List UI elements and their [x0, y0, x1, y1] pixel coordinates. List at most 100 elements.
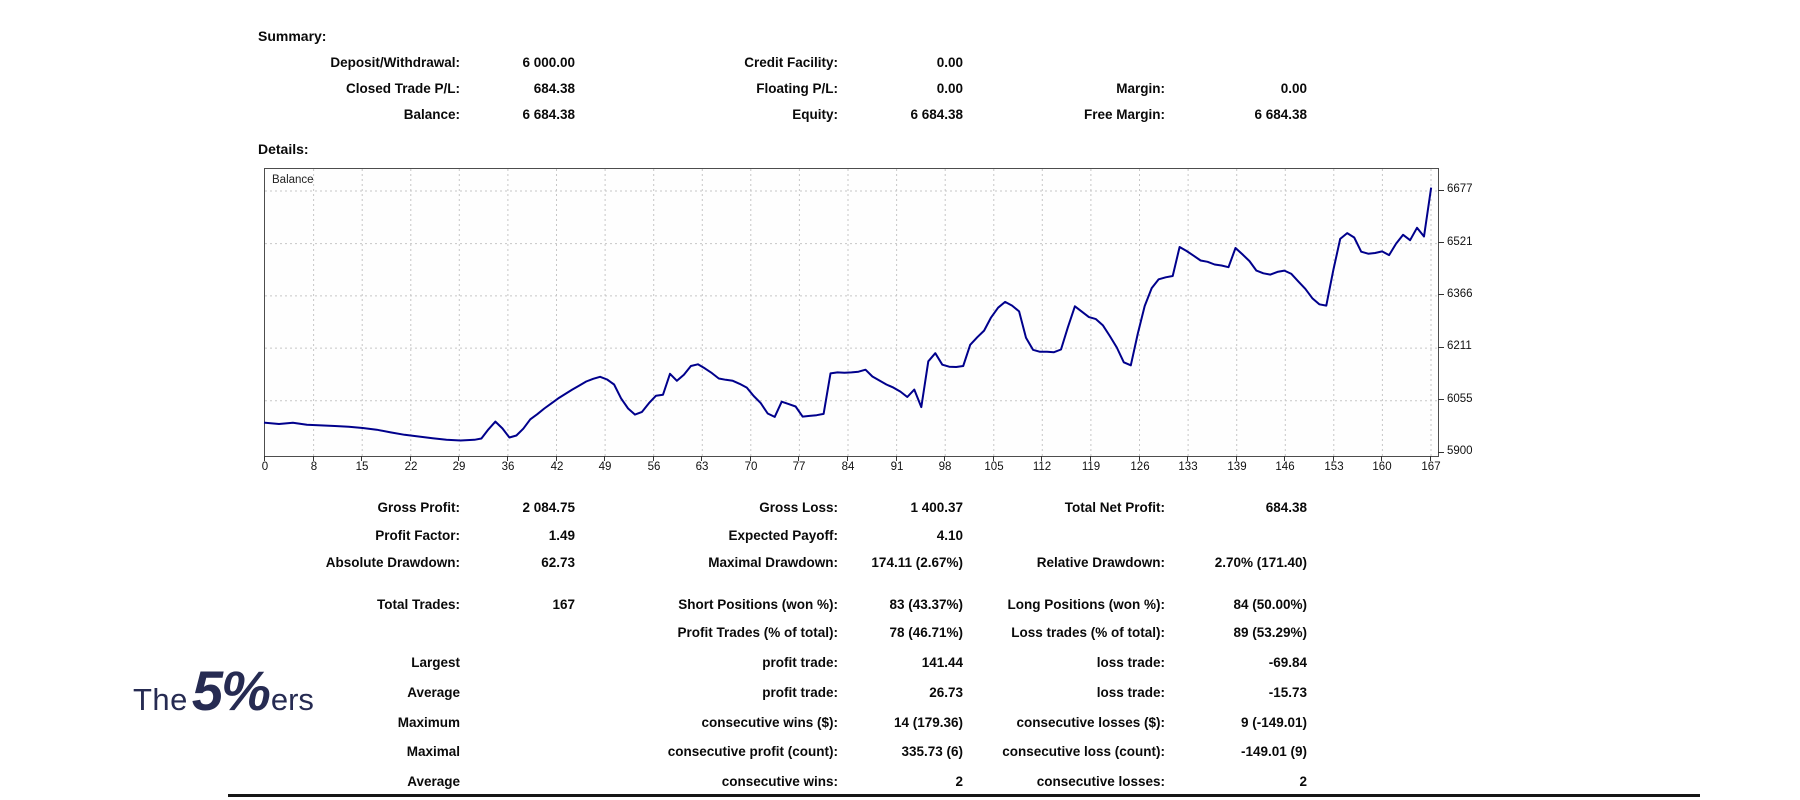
- x-axis-tick: [653, 456, 654, 461]
- stat-label: Expected Payoff:: [728, 527, 838, 543]
- y-axis-tick-label: 6366: [1447, 288, 1473, 300]
- x-axis-tick-label: 36: [501, 461, 515, 473]
- stat-value: [460, 678, 575, 708]
- stat-label: Equity:: [792, 107, 838, 122]
- stat-value: 1.49: [548, 527, 575, 543]
- table-row: Balance: 6 684.38 Equity: 6 684.38 Free …: [230, 102, 1307, 128]
- table-row: Profit Trades (% of total): 78 (46.71%) …: [230, 619, 1307, 647]
- x-axis-tick-label: 139: [1227, 461, 1247, 473]
- stat-label: loss trade:: [1096, 684, 1165, 700]
- brand-logo: The 5% ers: [133, 658, 314, 723]
- stat-label: Short Positions (won %):: [678, 597, 838, 612]
- stat-value: 62.73: [541, 555, 575, 570]
- stat-label: Largest: [411, 655, 460, 670]
- x-axis-tick-label: 84: [841, 461, 855, 473]
- table-row: Absolute Drawdown: 62.73 Maximal Drawdow…: [230, 549, 1307, 577]
- x-axis-tick: [1284, 456, 1285, 461]
- x-axis-tick-label: 160: [1372, 461, 1392, 473]
- table-row: Maximal consecutive profit (count): 335.…: [230, 737, 1307, 767]
- stat-value: 83 (43.37%): [889, 597, 963, 612]
- stat-value: -69.84: [1268, 655, 1307, 670]
- stat-value: 2: [1299, 774, 1307, 790]
- x-axis-tick: [896, 456, 897, 461]
- x-axis-tick-label: 8: [310, 461, 318, 473]
- x-axis-tick-label: 49: [598, 461, 612, 473]
- stat-label: Absolute Drawdown:: [325, 555, 460, 570]
- stat-value: [1165, 522, 1307, 550]
- x-axis-tick: [1187, 456, 1188, 461]
- x-axis-tick-label: 105: [984, 461, 1004, 473]
- stat-value: 684.38: [1265, 500, 1307, 515]
- y-axis-tick-label: 6055: [1447, 393, 1473, 405]
- stat-label: profit trade:: [762, 684, 838, 700]
- x-axis-tick-label: 98: [938, 461, 952, 473]
- extremes-table: Largest profit trade: 141.44 loss trade:…: [230, 648, 1307, 797]
- y-axis-tick: [1438, 294, 1444, 295]
- x-axis-tick: [1430, 456, 1431, 461]
- balance-chart-svg: [263, 169, 1438, 456]
- stat-label: Maximum: [397, 714, 460, 730]
- y-axis-tick: [1438, 242, 1444, 243]
- x-axis-tick-label: 56: [647, 461, 661, 473]
- y-axis-tick-label: 6521: [1447, 236, 1473, 248]
- table-row: Average profit trade: 26.73 loss trade: …: [230, 678, 1307, 708]
- stat-label: consecutive losses:: [1036, 774, 1165, 790]
- table-row: Gross Profit: 2 084.75 Gross Loss: 1 400…: [230, 494, 1307, 522]
- stat-label: Floating P/L:: [756, 81, 838, 96]
- stat-label: consecutive wins:: [721, 774, 838, 790]
- x-axis-tick-label: 0: [261, 461, 269, 473]
- stat-value: 1 400.37: [910, 500, 963, 515]
- stat-label: consecutive losses ($):: [1016, 714, 1165, 730]
- stat-value: 89 (53.29%): [1233, 625, 1307, 640]
- logo-text-5percent: 5%: [191, 659, 271, 722]
- bottom-divider: [228, 794, 1700, 797]
- stat-label: Profit Factor:: [375, 527, 460, 543]
- stat-label: Margin:: [1116, 81, 1165, 96]
- stat-label: Credit Facility:: [744, 55, 838, 70]
- x-axis-tick: [556, 456, 557, 461]
- x-axis-tick-label: 22: [404, 461, 418, 473]
- x-axis-tick-label: 146: [1275, 461, 1295, 473]
- stat-label: consecutive profit (count):: [667, 744, 838, 760]
- stat-value: -149.01 (9): [1240, 744, 1307, 760]
- stat-value: 335.73 (6): [901, 744, 963, 760]
- y-axis-tick-label: 6211: [1447, 340, 1472, 352]
- x-axis-tick-label: 112: [1032, 461, 1052, 473]
- results-table: Gross Profit: 2 084.75 Gross Loss: 1 400…: [230, 494, 1307, 577]
- stat-label: Balance:: [403, 107, 460, 122]
- x-axis-tick: [750, 456, 751, 461]
- x-axis-tick-label: 42: [550, 461, 564, 473]
- stat-value: 0.00: [936, 81, 963, 96]
- stat-value: [460, 737, 575, 767]
- stat-label: Maximal Drawdown:: [708, 555, 838, 570]
- stat-label: [963, 522, 1165, 550]
- balance-series-label: Balance: [272, 174, 314, 186]
- y-axis-tick-label: 5900: [1447, 445, 1473, 457]
- stat-value: 141.44: [921, 655, 963, 670]
- stat-value: 167: [552, 597, 575, 612]
- stat-label: Gross Profit:: [377, 500, 460, 515]
- x-axis-tick-label: 167: [1421, 461, 1441, 473]
- x-axis-tick-label: 15: [355, 461, 369, 473]
- x-axis-tick: [701, 456, 702, 461]
- stat-label: consecutive loss (count):: [1002, 744, 1165, 760]
- table-row: Profit Factor: 1.49 Expected Payoff: 4.1…: [230, 522, 1307, 550]
- table-row: Total Trades: 167 Short Positions (won %…: [230, 591, 1307, 619]
- y-axis-tick-label: 6677: [1447, 183, 1473, 195]
- balance-chart: Balance 5900 6055 6211 6366 6521 6677 0 8 15 22 29…: [261, 168, 1504, 483]
- stat-label: Long Positions (won %):: [1007, 597, 1165, 612]
- stat-label: Deposit/Withdrawal:: [330, 55, 460, 70]
- stat-label: profit trade:: [762, 655, 838, 670]
- stat-label: Gross Loss:: [759, 500, 838, 515]
- x-axis-tick: [1139, 456, 1140, 461]
- stat-value: 684.38: [533, 81, 575, 96]
- table-row: Average consecutive wins: 2 consecutive …: [230, 767, 1307, 797]
- stat-value: 14 (179.36): [893, 714, 963, 730]
- y-axis-tick: [1438, 452, 1444, 453]
- stat-label: Relative Drawdown:: [1036, 555, 1165, 570]
- y-axis-tick: [1438, 347, 1444, 348]
- stat-value: 0.00: [1280, 81, 1307, 96]
- stat-label: Closed Trade P/L:: [345, 81, 460, 96]
- stat-value: 6 684.38: [1254, 107, 1307, 122]
